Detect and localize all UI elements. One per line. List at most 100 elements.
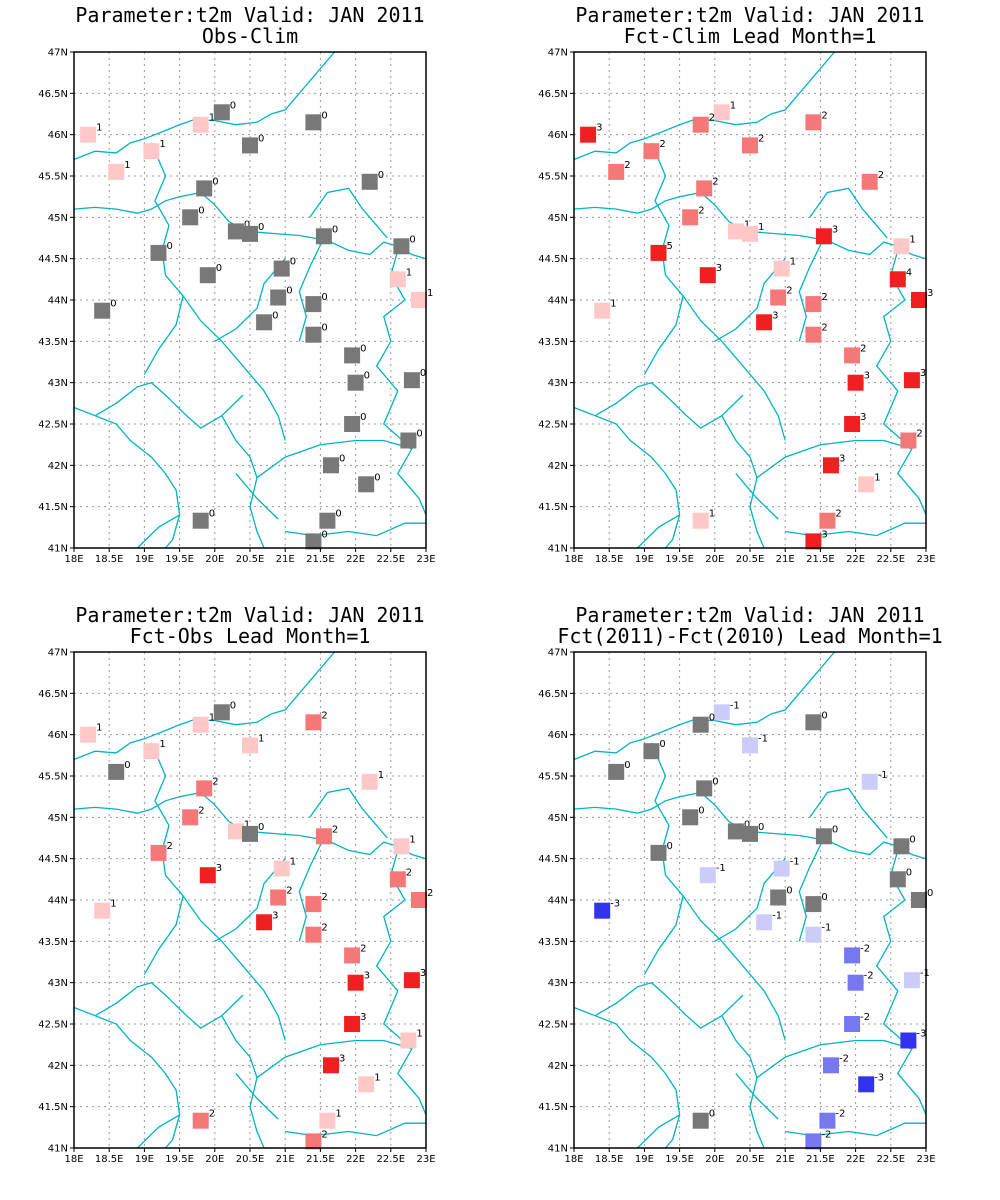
station-value-label: 0: [712, 776, 718, 787]
station-marker: [108, 163, 125, 180]
station-value-label: 2: [286, 886, 292, 897]
station-value-label: 1: [909, 234, 915, 245]
border-line: [809, 187, 888, 239]
station-marker: [411, 892, 427, 908]
border-line: [214, 258, 286, 342]
station-marker: [143, 743, 160, 760]
station-value-label: 2: [198, 805, 204, 816]
station-marker: [756, 914, 773, 931]
station-value-label: -1: [716, 863, 726, 874]
station-marker: [150, 244, 167, 261]
station-marker: [805, 714, 822, 731]
station-marker: [361, 173, 378, 190]
station-marker: [594, 902, 611, 919]
border-line: [256, 439, 413, 479]
station-marker: [196, 180, 213, 197]
station-marker: [819, 512, 836, 529]
station-value-label: 1: [335, 1109, 341, 1120]
lon-tick-label: 19E: [635, 554, 654, 565]
station-value-label: 1: [244, 819, 250, 830]
lon-tick-label: 20E: [705, 1154, 724, 1165]
station-marker: [305, 533, 322, 550]
lon-tick-label: 21E: [276, 1154, 295, 1165]
lon-tick-label: 19.5E: [165, 554, 194, 565]
panel-title: Parameter:t2m Valid: JAN 2011: [75, 3, 425, 27]
station-value-label: 2: [332, 824, 338, 835]
lat-tick-label: 45.5N: [538, 172, 568, 183]
station-marker: [900, 1032, 917, 1049]
panel-obs-clim: Parameter:t2m Valid: JAN 2011 Obs-Clim 1…: [0, 0, 500, 600]
border-line: [375, 850, 427, 1116]
station-value-label: 0: [230, 100, 236, 111]
station-marker: [213, 704, 230, 721]
lon-tick-label: 22.5E: [877, 1154, 906, 1165]
station-marker: [389, 271, 406, 288]
lat-tick-label: 46.5N: [538, 689, 568, 700]
station-marker: [823, 457, 839, 474]
lat-tick-label: 45.5N: [538, 772, 568, 783]
station-marker: [699, 867, 716, 884]
station-value-label: 1: [758, 222, 764, 233]
station-marker: [580, 126, 597, 143]
border-line: [94, 381, 244, 429]
station-marker: [315, 228, 332, 245]
lat-tick-label: 41.5N: [38, 1102, 68, 1113]
station-marker: [773, 860, 790, 877]
lon-tick-label: 22E: [346, 1154, 365, 1165]
lon-tick-label: 18.5E: [595, 1154, 624, 1165]
station-marker: [682, 809, 699, 826]
station-marker: [182, 209, 199, 226]
lat-tick-label: 41N: [548, 544, 568, 555]
station-marker: [903, 972, 920, 989]
station-marker: [742, 737, 758, 754]
panel-subtitle: Fct-Obs Lead Month=1: [129, 624, 371, 648]
station-value-label: 2: [167, 841, 173, 852]
lon-tick-label: 18.5E: [95, 554, 124, 565]
station-value-label: -2: [860, 1012, 870, 1023]
station-value-label: -1: [758, 733, 768, 744]
station-value-label: 0: [258, 222, 264, 233]
border-line: [73, 51, 335, 161]
lat-tick-label: 44N: [48, 896, 68, 907]
lat-tick-label: 47N: [48, 648, 68, 659]
station-marker: [713, 704, 730, 721]
station-marker: [347, 974, 364, 991]
station-marker: [770, 889, 787, 906]
station-value-label: 1: [874, 472, 880, 483]
border-line: [643, 142, 684, 375]
station-marker: [358, 476, 375, 493]
station-value-label: 0: [821, 710, 827, 721]
station-marker: [347, 374, 364, 391]
lon-tick-label: 21E: [776, 1154, 795, 1165]
border-line: [714, 258, 786, 342]
station-value-label: 0: [709, 1109, 715, 1120]
lon-tick-label: 19.5E: [665, 554, 694, 565]
station-marker: [227, 223, 244, 240]
lat-tick-label: 43N: [548, 978, 568, 989]
lat-tick-label: 47N: [548, 648, 568, 659]
border-line: [235, 473, 279, 520]
station-value-label: 0: [416, 429, 422, 440]
station-value-label: 0: [364, 371, 370, 382]
lat-tick-label: 44.5N: [538, 854, 568, 865]
station-value-label: 1: [378, 770, 384, 781]
station-marker: [770, 289, 787, 306]
station-value-label: 0: [659, 739, 665, 750]
border-line: [136, 1114, 180, 1149]
station-value-label: 3: [339, 1053, 345, 1064]
lat-tick-label: 46N: [48, 730, 68, 741]
lon-tick-label: 21E: [776, 554, 795, 565]
border-line: [636, 514, 680, 549]
station-value-label: 3: [920, 368, 926, 379]
lon-tick-label: 18E: [564, 1154, 583, 1165]
station-marker: [742, 825, 758, 842]
station-value-label: 0: [209, 509, 215, 520]
border-line: [682, 295, 786, 441]
border-line: [682, 895, 786, 1041]
lat-tick-label: 44N: [48, 296, 68, 307]
station-value-label: 0: [821, 892, 827, 903]
station-marker: [608, 763, 625, 780]
lon-tick-label: 20.5E: [736, 1154, 765, 1165]
station-marker: [805, 114, 822, 131]
